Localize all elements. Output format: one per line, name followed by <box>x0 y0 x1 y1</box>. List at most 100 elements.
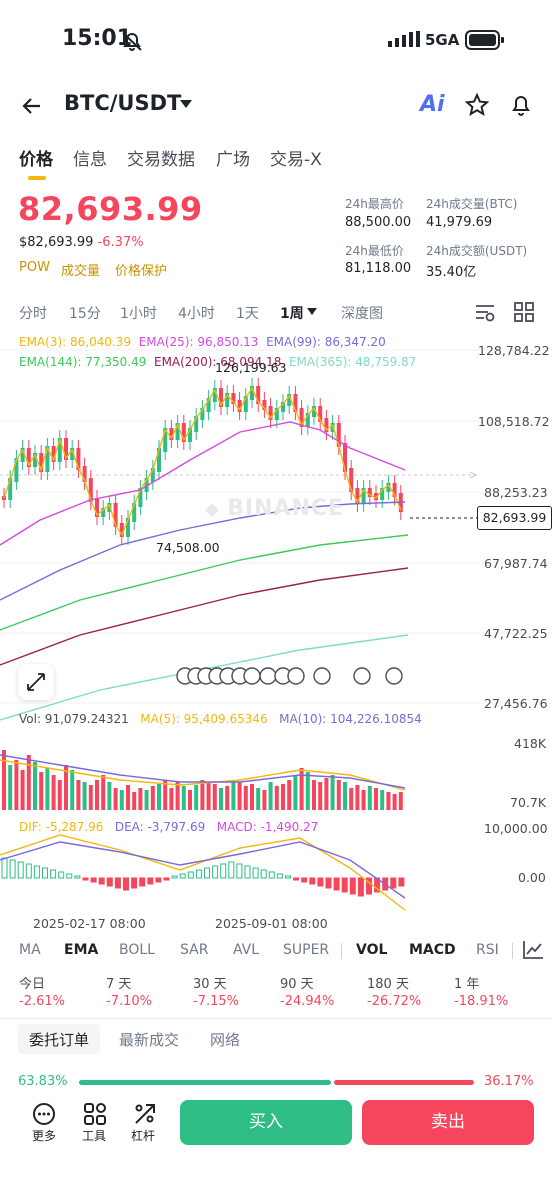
leverage-icon[interactable] <box>133 1102 157 1126</box>
volume-bar <box>268 782 273 810</box>
tab-square[interactable]: 广场 <box>216 150 250 170</box>
volume-bar <box>70 770 75 810</box>
candle-body <box>132 503 137 522</box>
notification-bell-icon[interactable] <box>509 93 533 117</box>
volume-bar <box>194 785 199 810</box>
macd-bar <box>204 867 210 879</box>
volume-bar <box>14 760 19 810</box>
macd-bar <box>123 877 129 891</box>
usd-price-row: $82,693.99 -6.37% <box>19 235 144 250</box>
vol-axis-bottom: 70.7K <box>510 795 547 810</box>
candle-body <box>175 423 180 440</box>
candle-body <box>14 458 19 482</box>
interval-caret-icon[interactable] <box>307 308 317 316</box>
tab-network[interactable]: 网络 <box>210 1031 241 1049</box>
interval-depth[interactable]: 深度图 <box>341 306 383 322</box>
interval-1d[interactable]: 1天 <box>236 306 259 322</box>
kline-chart[interactable] <box>0 330 553 915</box>
macd-bar <box>398 877 405 887</box>
chart-settings-icon[interactable] <box>474 301 496 323</box>
indicator-ma[interactable]: MA <box>19 942 41 958</box>
candle-body <box>181 423 186 442</box>
period-value-1y: -18.91% <box>454 994 509 1009</box>
volume-bar <box>380 790 385 810</box>
volume-bar <box>20 770 25 810</box>
ema99-legend: EMA(99): 86,347.20 <box>266 335 386 349</box>
caret-down-icon[interactable] <box>180 100 192 110</box>
interval-1w[interactable]: 1周 <box>280 306 304 322</box>
ema3-legend: EMA(3): 86,040.39 <box>19 335 132 349</box>
more-icon[interactable] <box>32 1102 56 1126</box>
volume-bar <box>219 788 223 810</box>
star-icon[interactable] <box>465 93 489 117</box>
tab-recent-trades[interactable]: 最新成交 <box>119 1031 180 1049</box>
macd-bar <box>309 877 316 885</box>
indicator-macd[interactable]: MACD <box>409 942 456 958</box>
indicator-boll[interactable]: BOLL <box>119 942 155 958</box>
period-label-7d: 7 天 <box>106 977 132 992</box>
candle-body <box>45 446 50 472</box>
leverage-label[interactable]: 杠杆 <box>131 1129 156 1143</box>
indicator-vol[interactable]: VOL <box>356 942 388 958</box>
macd-bar <box>131 877 138 889</box>
volume-bar <box>119 790 124 810</box>
volume-bar <box>398 792 403 810</box>
dea-line <box>0 841 406 899</box>
tab-open-orders[interactable]: 委托订单 <box>29 1031 90 1049</box>
interval-15m[interactable]: 15分 <box>69 306 101 322</box>
indicator-rsi[interactable]: RSI <box>476 942 499 958</box>
indicator-ema[interactable]: EMA <box>64 942 99 958</box>
candle-body <box>349 468 354 492</box>
indicator-settings-icon[interactable] <box>522 940 544 960</box>
ai-button[interactable]: Ai <box>420 92 445 117</box>
layout-grid-icon[interactable] <box>514 302 534 322</box>
back-arrow-icon[interactable] <box>20 94 44 118</box>
indicator-avl[interactable]: AVL <box>233 942 260 958</box>
macd-bar <box>252 867 259 879</box>
ema-legend-row-1: EMA(3): 86,040.39 EMA(25): 96,850.13 EMA… <box>19 335 386 349</box>
tab-trading-data[interactable]: 交易数据 <box>127 150 195 170</box>
tab-info[interactable]: 信息 <box>73 150 107 170</box>
sell-button[interactable]: 卖出 <box>362 1100 534 1145</box>
tag-volume[interactable]: 成交量 <box>61 264 101 279</box>
macd-axis-top: 10,000.00 <box>484 821 548 836</box>
indicator-sar[interactable]: SAR <box>180 942 209 958</box>
indicator-divider-2 <box>512 943 513 959</box>
macd-bar <box>317 877 324 887</box>
interval-1h[interactable]: 1小时 <box>120 306 157 322</box>
candle-body <box>212 388 217 402</box>
macd-bar <box>50 869 57 879</box>
sell-ratio-bar <box>334 1080 474 1085</box>
tag-pow[interactable]: POW <box>19 260 50 275</box>
volume-bar <box>305 772 310 810</box>
interval-timeline[interactable]: 分时 <box>19 306 47 322</box>
event-badge <box>385 667 403 685</box>
candle-body <box>70 448 75 460</box>
period-label-90d: 90 天 <box>280 977 314 992</box>
tools-label[interactable]: 工具 <box>82 1129 107 1143</box>
signal-icon <box>388 31 420 47</box>
candle-body <box>138 488 143 507</box>
tag-price-protection[interactable]: 价格保护 <box>115 264 168 279</box>
price-axis-4: 67,987.74 <box>484 556 548 571</box>
candle-body <box>194 416 199 432</box>
macd-bar <box>90 877 97 883</box>
tab-price[interactable]: 价格 <box>19 150 53 170</box>
tab-trade-x[interactable]: 交易-X <box>270 150 322 170</box>
candle-body <box>144 478 149 492</box>
network-type: 5GA <box>425 31 460 49</box>
more-label[interactable]: 更多 <box>32 1129 57 1143</box>
fullscreen-button[interactable] <box>18 664 54 700</box>
interval-4h[interactable]: 4小时 <box>178 306 215 322</box>
indicator-super[interactable]: SUPER <box>283 942 330 958</box>
candle-body <box>39 453 44 472</box>
macd-bar <box>139 877 146 887</box>
volume-bar <box>250 784 254 810</box>
period-value-30d: -7.15% <box>193 994 239 1009</box>
buy-button[interactable]: 买入 <box>180 1100 352 1145</box>
macd-bar <box>17 861 24 879</box>
tools-icon[interactable] <box>83 1102 107 1126</box>
price-axis-3: 88,253.23 <box>484 485 548 500</box>
pair-title[interactable]: BTC/USDT <box>64 91 182 115</box>
macd-bar <box>82 877 89 881</box>
